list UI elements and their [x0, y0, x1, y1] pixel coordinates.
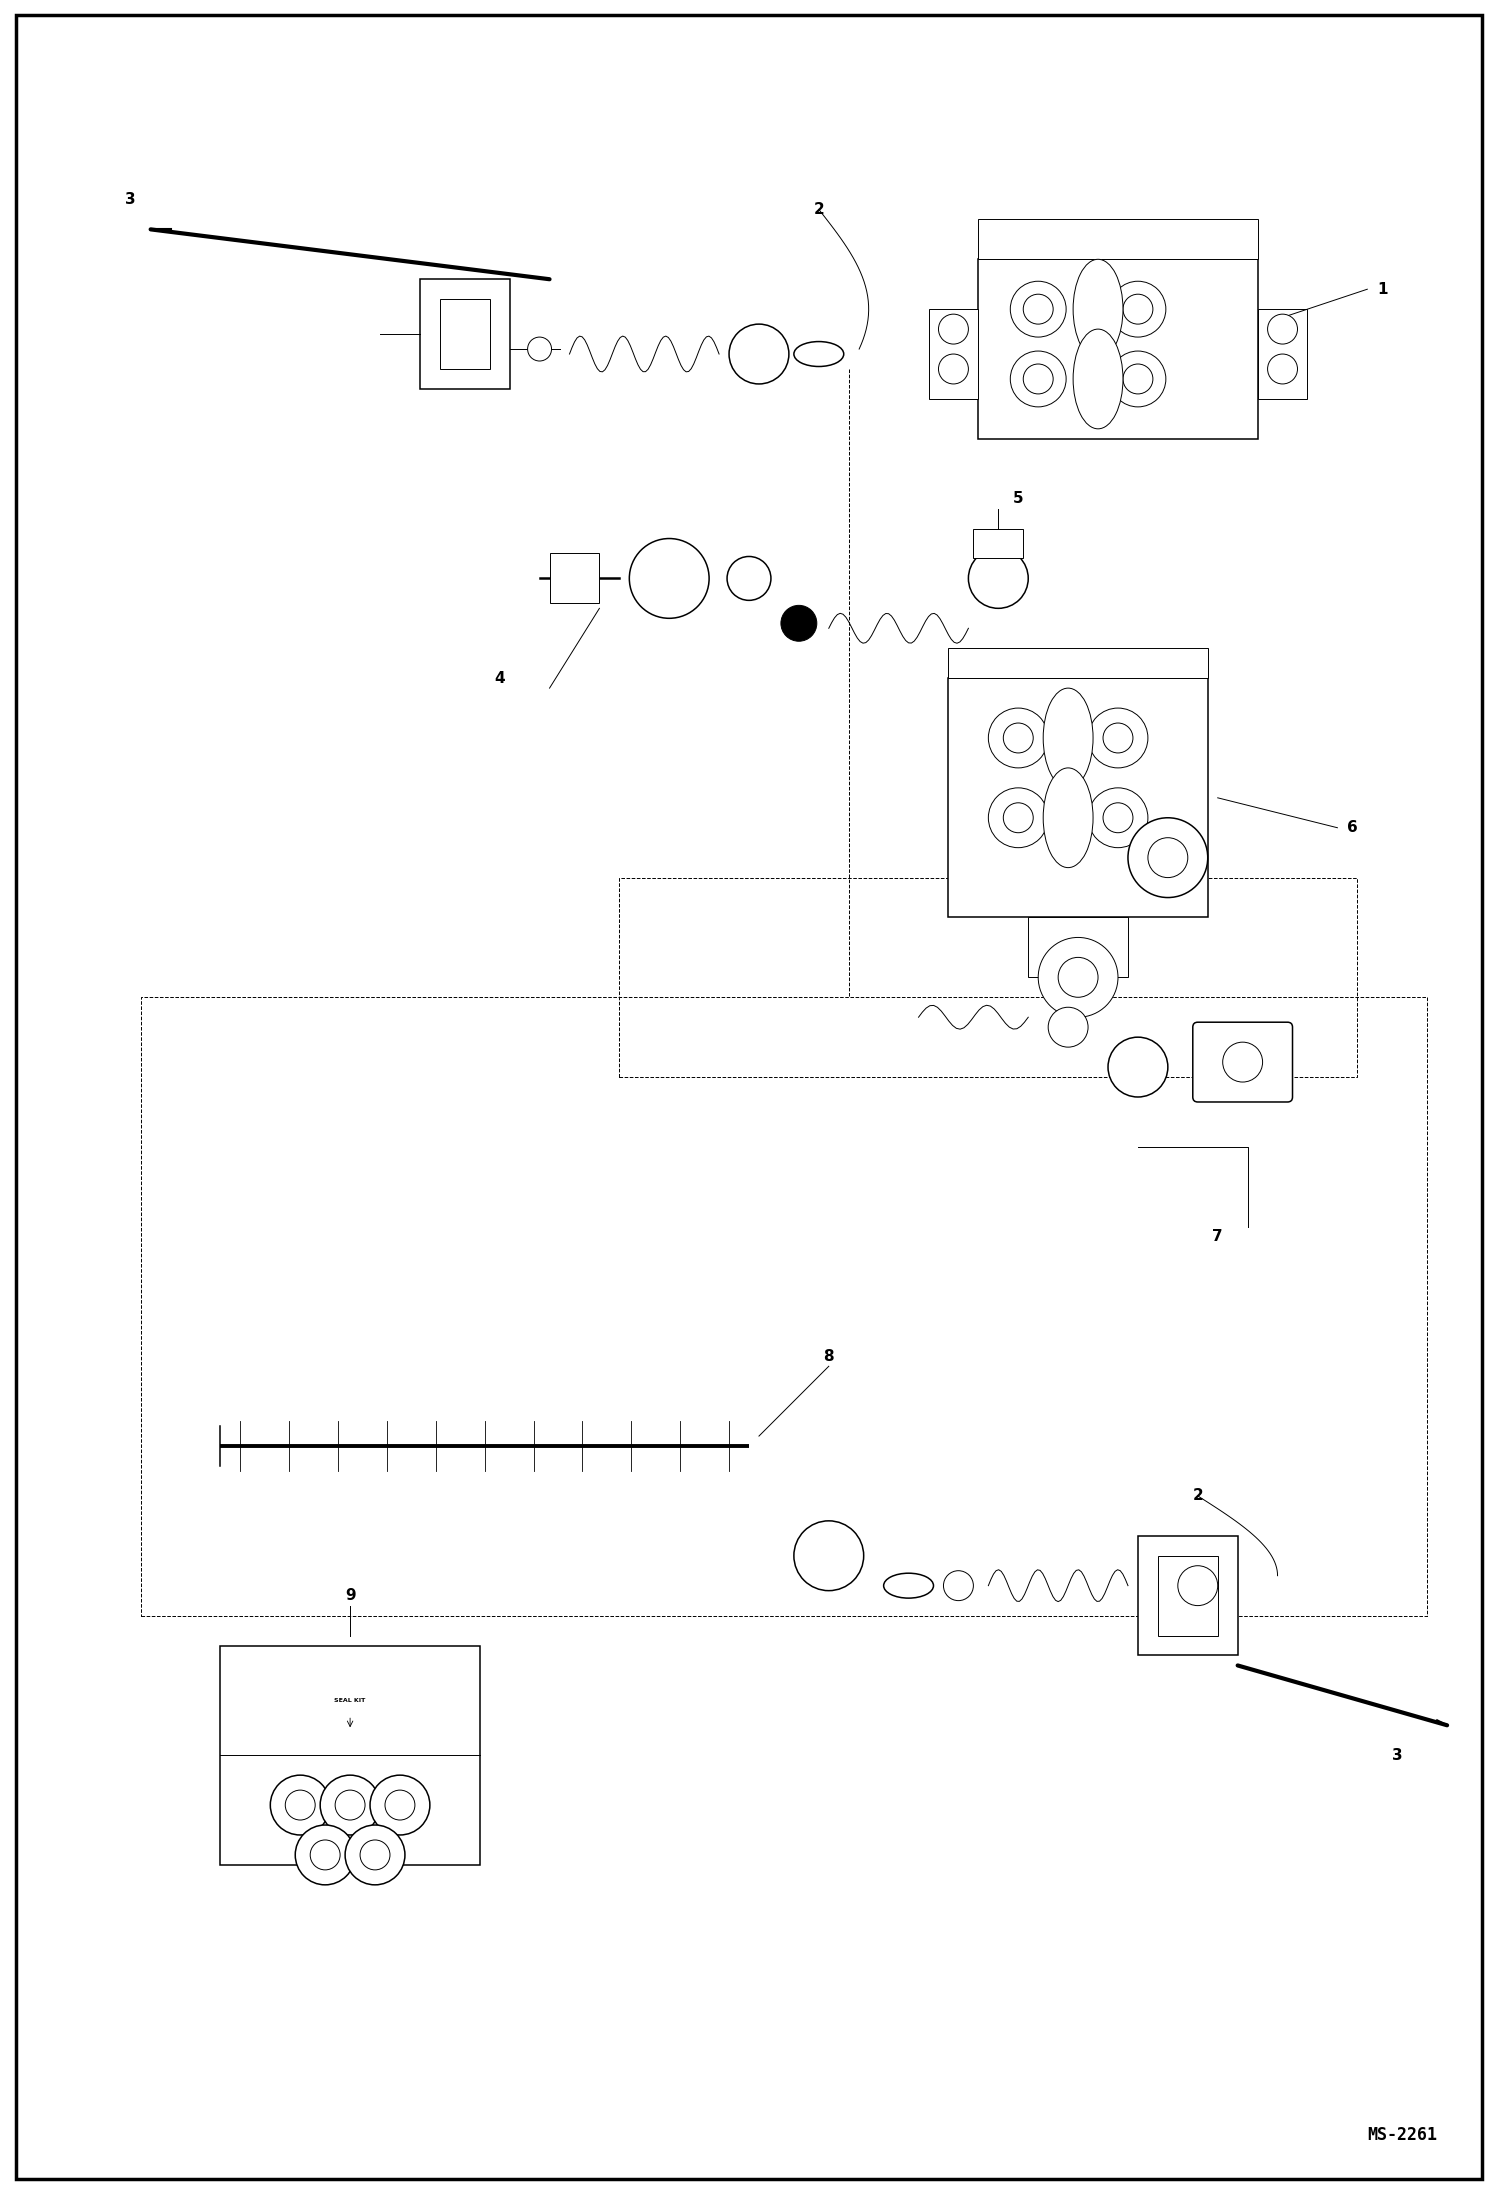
- Circle shape: [345, 1825, 404, 1885]
- Circle shape: [794, 1520, 864, 1591]
- Text: 9: 9: [345, 1588, 355, 1604]
- Circle shape: [1103, 803, 1132, 834]
- Ellipse shape: [1043, 689, 1094, 788]
- Circle shape: [730, 325, 789, 384]
- Circle shape: [944, 1571, 974, 1602]
- FancyBboxPatch shape: [978, 259, 1258, 439]
- Ellipse shape: [884, 1573, 933, 1597]
- Circle shape: [1147, 838, 1188, 878]
- Circle shape: [527, 338, 551, 362]
- Ellipse shape: [1043, 768, 1094, 867]
- Text: 5: 5: [1013, 491, 1023, 507]
- Circle shape: [938, 314, 968, 344]
- Circle shape: [295, 1825, 355, 1885]
- FancyBboxPatch shape: [948, 678, 1207, 917]
- Circle shape: [1088, 709, 1147, 768]
- Circle shape: [285, 1790, 315, 1821]
- Ellipse shape: [1073, 329, 1124, 428]
- Text: 2: 2: [813, 202, 824, 217]
- Circle shape: [385, 1790, 415, 1821]
- Bar: [220, 1646, 479, 1865]
- Text: SEAL KIT: SEAL KIT: [334, 1698, 366, 1703]
- Circle shape: [629, 538, 709, 619]
- Text: 4: 4: [494, 671, 505, 687]
- FancyBboxPatch shape: [1138, 1536, 1237, 1656]
- Circle shape: [1177, 1567, 1218, 1606]
- Circle shape: [1222, 1042, 1263, 1082]
- FancyBboxPatch shape: [550, 553, 599, 603]
- FancyBboxPatch shape: [440, 298, 490, 369]
- FancyBboxPatch shape: [948, 647, 1207, 678]
- Circle shape: [780, 606, 816, 641]
- Ellipse shape: [794, 342, 843, 366]
- Ellipse shape: [1073, 259, 1124, 360]
- Circle shape: [1038, 937, 1118, 1018]
- Circle shape: [1004, 803, 1034, 834]
- Text: MS-2261: MS-2261: [1368, 2126, 1437, 2144]
- FancyBboxPatch shape: [1258, 309, 1308, 399]
- Circle shape: [1110, 281, 1165, 338]
- Circle shape: [370, 1775, 430, 1834]
- Circle shape: [321, 1775, 380, 1834]
- FancyBboxPatch shape: [1158, 1556, 1218, 1635]
- Text: 3: 3: [126, 191, 136, 206]
- Text: 7: 7: [1212, 1229, 1222, 1244]
- Circle shape: [938, 353, 968, 384]
- Circle shape: [1109, 1038, 1168, 1097]
- Text: 3: 3: [1392, 1749, 1402, 1762]
- Circle shape: [1103, 724, 1132, 753]
- Text: 8: 8: [824, 1349, 834, 1365]
- Circle shape: [360, 1841, 389, 1869]
- Circle shape: [1049, 1007, 1088, 1047]
- Circle shape: [1004, 724, 1034, 753]
- Circle shape: [1124, 364, 1153, 395]
- Circle shape: [1058, 957, 1098, 998]
- Circle shape: [989, 709, 1049, 768]
- Circle shape: [1010, 281, 1067, 338]
- Circle shape: [1128, 818, 1207, 897]
- Text: 6: 6: [1347, 821, 1359, 836]
- FancyBboxPatch shape: [929, 309, 978, 399]
- Circle shape: [968, 548, 1028, 608]
- FancyBboxPatch shape: [978, 219, 1258, 259]
- FancyBboxPatch shape: [1192, 1022, 1293, 1101]
- Circle shape: [989, 788, 1049, 847]
- Text: 1: 1: [1377, 281, 1387, 296]
- FancyBboxPatch shape: [974, 529, 1023, 559]
- FancyBboxPatch shape: [419, 279, 509, 388]
- Circle shape: [336, 1790, 366, 1821]
- Circle shape: [310, 1841, 340, 1869]
- Bar: [1028, 917, 1128, 976]
- Circle shape: [1023, 364, 1053, 395]
- Circle shape: [1088, 788, 1147, 847]
- Circle shape: [727, 557, 771, 601]
- Circle shape: [1023, 294, 1053, 325]
- Circle shape: [1110, 351, 1165, 406]
- Circle shape: [1010, 351, 1067, 406]
- Circle shape: [1267, 353, 1297, 384]
- Circle shape: [1267, 314, 1297, 344]
- Text: 2: 2: [1192, 1488, 1203, 1503]
- Circle shape: [270, 1775, 330, 1834]
- Circle shape: [1124, 294, 1153, 325]
